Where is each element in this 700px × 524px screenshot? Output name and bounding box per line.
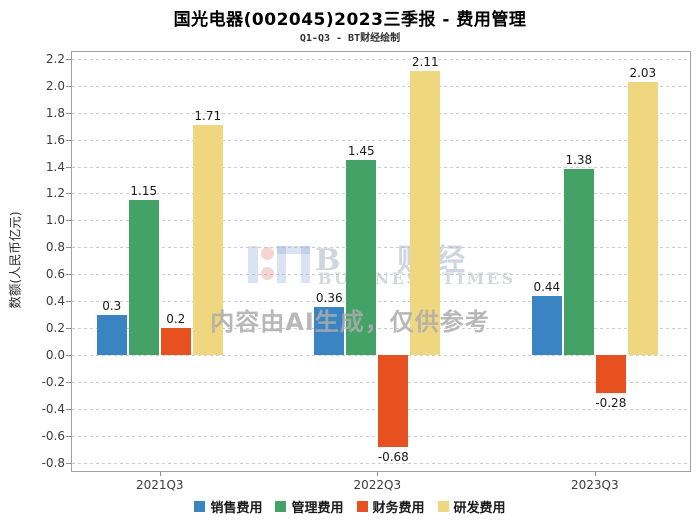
bar-研发费用-2023Q3 (627, 81, 658, 356)
y-tick-label: 1.8 (45, 105, 65, 120)
plot-area: BT 财经 BUSINESS TIMES 内容由AI生成，仅供参考 -0.8-0… (42, 51, 691, 492)
x-tick-mark (377, 472, 379, 476)
bar-value-label: 1.45 (347, 143, 375, 158)
watermark-logo-dot-icon (261, 267, 274, 280)
grid-line (72, 301, 690, 303)
x-tick-label-2023Q3: 2023Q3 (571, 478, 619, 492)
bar-value-label: -0.68 (377, 449, 409, 464)
grid-line (72, 112, 690, 114)
bar-研发费用-2022Q3 (410, 70, 441, 356)
bar-销售费用-2022Q3 (314, 306, 345, 356)
bar-value-label: -0.28 (595, 395, 627, 410)
x-tick-label-2021Q3: 2021Q3 (135, 478, 184, 492)
y-axis-label: 数额(人民币亿元) (7, 211, 23, 309)
y-tick-label: 0.2 (45, 321, 65, 336)
bar-value-label: 0.36 (315, 290, 343, 305)
x-tick-label-2022Q3: 2022Q3 (353, 478, 402, 492)
watermark-logo-bar-icon (248, 246, 258, 283)
watermark-ai-notice: 内容由AI生成，仅供参考 (210, 308, 490, 336)
y-tick-label: 0.8 (45, 240, 65, 255)
y-tick-label: 1.2 (45, 186, 65, 201)
bar-value-label: 0.44 (533, 279, 561, 294)
watermark-logo-pi-leg-icon (277, 246, 286, 283)
bar-管理费用-2021Q3 (128, 200, 159, 356)
bar-研发费用-2021Q3 (192, 124, 223, 356)
bar-财务费用-2023Q3 (595, 355, 626, 393)
grid-line (72, 58, 690, 60)
grid-line (72, 193, 690, 195)
watermark-logo-pi-leg-icon (301, 246, 310, 283)
y-tick-mark (66, 274, 71, 276)
grid-line (72, 220, 690, 222)
bar-财务费用-2021Q3 (160, 328, 191, 356)
legend-chip-icon (356, 501, 368, 512)
y-tick-mark (66, 301, 71, 303)
bar-管理费用-2023Q3 (563, 169, 594, 356)
y-tick-label: -0.2 (41, 375, 65, 390)
grid-line (72, 328, 690, 330)
y-tick-mark (66, 220, 71, 222)
legend-label: 研发费用 (453, 501, 506, 516)
legend-label: 财务费用 (372, 501, 425, 516)
bar-销售费用-2021Q3 (96, 314, 127, 356)
bar-销售费用-2023Q3 (531, 295, 562, 356)
y-tick-label: 2.2 (45, 51, 65, 66)
bar-value-label: 1.71 (194, 108, 222, 123)
chart-title: 国光电器(002045)2023三季报 - 费用管理 (173, 10, 527, 30)
legend-item-管理费用: 管理费用 (275, 497, 344, 516)
y-tick-label: 2.0 (45, 78, 65, 93)
y-tick-mark (66, 462, 71, 464)
bar-value-label: 2.03 (629, 65, 657, 80)
grid-line (72, 139, 690, 141)
grid-line (72, 274, 690, 276)
legend-item-销售费用: 销售费用 (194, 497, 262, 516)
legend-label: 销售费用 (210, 501, 263, 516)
y-tick-mark (66, 382, 71, 384)
bar-value-label: 0.2 (166, 312, 186, 327)
y-tick-mark (66, 58, 71, 60)
watermark-logo-dot-icon (261, 247, 274, 260)
y-tick-mark (66, 166, 71, 168)
y-tick-label: -0.8 (41, 455, 65, 470)
x-tick-mark (594, 472, 596, 476)
legend-chip-icon (437, 501, 449, 512)
y-tick-mark (66, 247, 71, 249)
y-tick-mark (66, 112, 71, 114)
y-tick-label: -0.6 (41, 428, 65, 443)
legend: 销售费用 管理费用 财务费用 研发费用 (0, 497, 700, 516)
y-tick-mark (66, 328, 71, 330)
y-tick-mark (66, 193, 71, 195)
bar-value-label: 2.11 (411, 54, 439, 69)
y-tick-label: -0.4 (41, 402, 65, 417)
legend-item-财务费用: 财务费用 (356, 497, 425, 516)
bar-管理费用-2022Q3 (346, 159, 377, 356)
y-tick-label: 1.0 (45, 213, 65, 228)
grid-line (72, 247, 690, 249)
legend-item-研发费用: 研发费用 (437, 497, 506, 516)
y-tick-label: 0.0 (45, 348, 65, 363)
bar-value-label: 1.15 (130, 184, 158, 199)
bar-value-label: 1.38 (565, 153, 593, 168)
legend-chip-icon (275, 501, 287, 512)
legend-chip-icon (194, 501, 206, 512)
x-tick-mark (159, 472, 161, 476)
chart-subtitle: Q1-Q3 - BT财经绘制 (299, 33, 401, 44)
y-tick-label: 1.6 (45, 132, 65, 147)
y-tick-label: 1.4 (45, 159, 65, 174)
y-tick-label: 0.6 (45, 267, 65, 282)
y-tick-mark (66, 435, 71, 437)
watermark-logo-pi-top-icon (277, 246, 310, 254)
y-tick-mark (66, 409, 71, 411)
y-tick-mark (66, 139, 71, 141)
y-tick-label: 0.4 (45, 294, 65, 309)
grid-line (72, 462, 690, 464)
legend-label: 管理费用 (291, 501, 344, 516)
grid-line (72, 166, 690, 168)
y-tick-mark (66, 85, 71, 87)
y-tick-mark (66, 355, 71, 357)
grid-line (72, 85, 690, 87)
bar-财务费用-2022Q3 (378, 355, 409, 447)
bar-value-label: 0.3 (102, 298, 122, 313)
